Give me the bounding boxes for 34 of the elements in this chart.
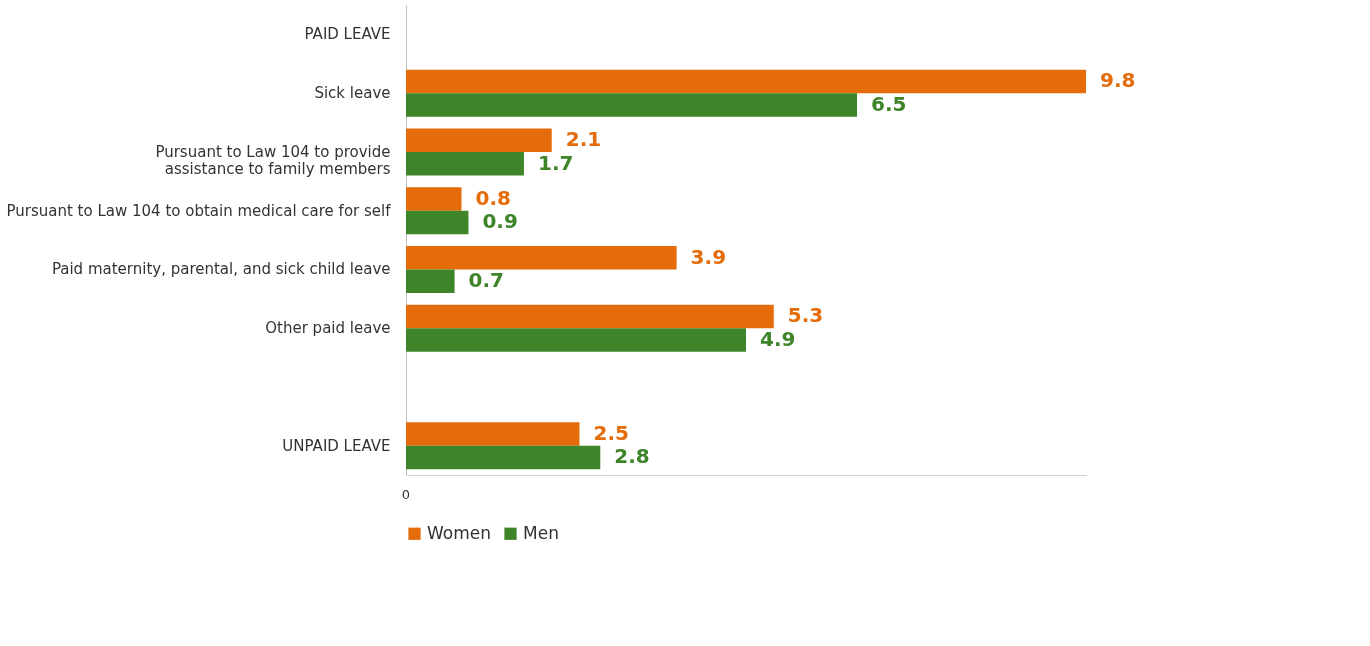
bar bbox=[406, 422, 580, 446]
bar bbox=[406, 187, 462, 211]
data-label: 2.8 bbox=[614, 444, 650, 469]
y-tick-label: Sick leave bbox=[314, 84, 391, 103]
bar bbox=[406, 93, 858, 117]
bar bbox=[406, 69, 1086, 94]
data-label: 2.5 bbox=[593, 420, 629, 445]
data-label: 0.9 bbox=[482, 209, 518, 234]
data-label: 0.8 bbox=[475, 185, 511, 210]
bar bbox=[406, 445, 601, 470]
data-label: 1.7 bbox=[537, 150, 574, 175]
data-label: 6.5 bbox=[871, 91, 907, 116]
data-label: 2.1 bbox=[565, 127, 602, 152]
bar bbox=[406, 304, 774, 329]
data-label: 3.9 bbox=[690, 244, 727, 269]
bar bbox=[406, 328, 746, 352]
data-label: 4.9 bbox=[760, 326, 796, 351]
y-tick-label: Pursuant to Law 104 to provide assistance to family members bbox=[155, 142, 391, 178]
y-tick-label: PAID LEAVE bbox=[304, 25, 391, 44]
y-tick-label: Other paid leave bbox=[265, 319, 391, 338]
data-label: 9.8 bbox=[1100, 68, 1136, 93]
bar bbox=[406, 269, 455, 293]
data-label: 0.7 bbox=[468, 268, 505, 293]
y-tick-label: Pursuant to Law 104 to obtain medical care for self bbox=[6, 201, 392, 220]
data-label: 5.3 bbox=[787, 303, 824, 328]
legend-label: Women bbox=[427, 522, 492, 543]
bar bbox=[406, 151, 524, 176]
y-tick-label: UNPAID LEAVE bbox=[282, 436, 391, 455]
text: 0 bbox=[401, 487, 411, 502]
y-tick-label: Paid maternity, parental, and sick child leave bbox=[51, 260, 391, 279]
bar bbox=[406, 245, 677, 270]
legend-label: Men bbox=[523, 522, 559, 543]
bar bbox=[406, 128, 552, 152]
bar bbox=[406, 210, 469, 235]
